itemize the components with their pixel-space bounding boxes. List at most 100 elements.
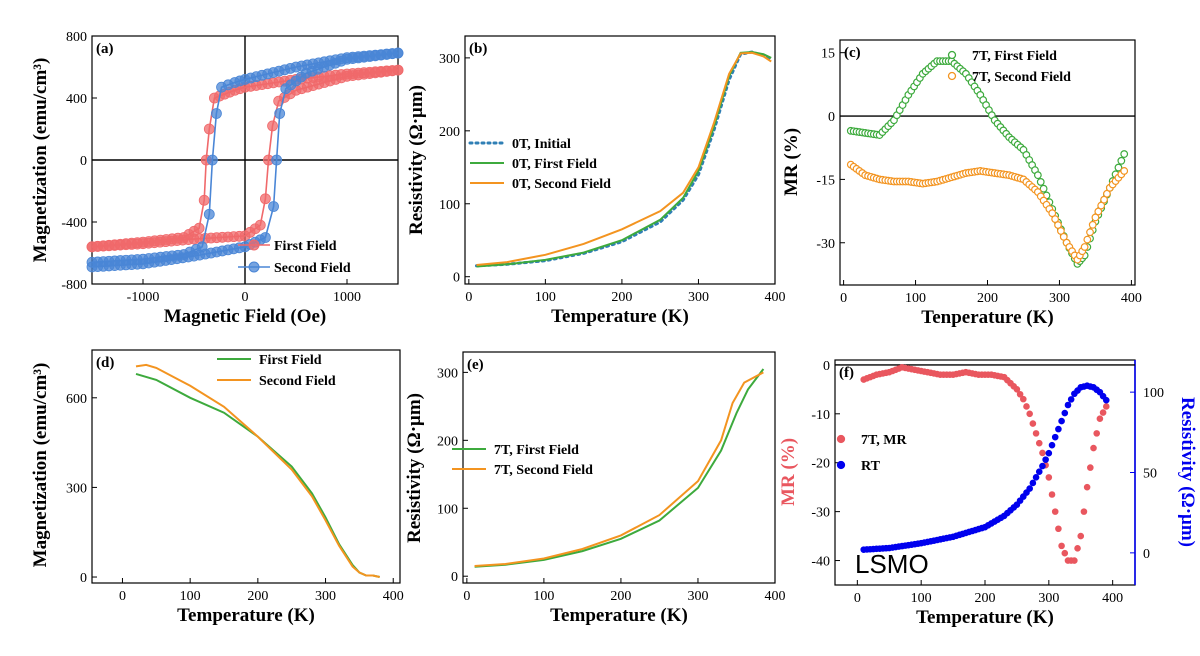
y-tick-label: 300 (66, 481, 87, 496)
x-tick-label: 0 (840, 291, 847, 306)
series-0t-second-field (476, 51, 772, 266)
data-point (1035, 439, 1043, 447)
data-point (1029, 420, 1037, 427)
y-tick-label: 200 (439, 125, 460, 140)
x-tick-label: 200 (247, 589, 268, 604)
data-point (1093, 430, 1101, 437)
data-point (1120, 167, 1129, 175)
data-point (271, 154, 283, 166)
y-tick-label: 300 (437, 366, 458, 381)
legend-label: 0T, Initial (512, 137, 571, 152)
legend-label: 0T, First Field (512, 157, 597, 172)
y-tick-label: 300 (439, 52, 460, 67)
data-point (1061, 549, 1069, 557)
y-axis-label: Magnetization (emu/cm³) (30, 58, 51, 263)
series-7t-first-field (474, 368, 765, 568)
x-tick-label: 100 (911, 591, 932, 606)
data-point (1086, 228, 1094, 237)
y-tick-label: 15 (821, 47, 835, 62)
data-point (1088, 220, 1097, 229)
data-point (1055, 425, 1062, 433)
series-7t-second-field (474, 371, 764, 567)
series-line (135, 363, 380, 578)
x-tick-label: 0 (854, 591, 861, 606)
data-point (1055, 525, 1062, 533)
y-tick-label: 0 (80, 571, 87, 586)
data-point (1036, 178, 1045, 186)
data-point (1039, 184, 1048, 193)
y-tick-label: 0 (828, 110, 835, 125)
data-point (206, 154, 218, 166)
panel-tag: (b) (469, 41, 487, 57)
data-point (1067, 396, 1075, 403)
legend-entry: 0T, First Field (470, 157, 597, 172)
y-axis-label: Magnetization (emu/cm³) (30, 363, 51, 568)
data-point (198, 194, 210, 206)
y-tick-label: 100 (439, 198, 460, 213)
legend-entry: RT (836, 459, 881, 474)
y2-axis-label: Resistivity (Ω·μm) (1177, 397, 1198, 547)
data-point (1074, 545, 1081, 552)
data-point (1051, 433, 1059, 441)
data-point (1023, 403, 1030, 410)
x-axis-label: Magnetic Field (Oe) (164, 306, 327, 327)
y-tick-label: 100 (437, 502, 458, 517)
panel-tag: (c) (844, 45, 861, 61)
data-point (1061, 409, 1069, 417)
series-second-field (135, 363, 380, 578)
data-point (1048, 441, 1056, 449)
legend-entry: 7T, Second Field (947, 70, 1071, 85)
data-point (1048, 491, 1056, 498)
x-tick-label: 100 (905, 291, 926, 306)
series-first-field (135, 372, 380, 578)
x-tick-label: 200 (610, 589, 631, 604)
data-point (1077, 532, 1085, 540)
y-tick-label: 200 (437, 434, 458, 449)
data-point (1045, 474, 1053, 481)
y-tick-label: 800 (66, 30, 87, 45)
x-tick-label: 400 (1102, 591, 1123, 606)
x-tick-label: 200 (611, 290, 632, 305)
y2-tick-label: 100 (1143, 386, 1164, 401)
y-tick-label: -30 (816, 237, 835, 252)
y-axis-label: Resistivity (Ω·μm) (406, 85, 427, 235)
x-axis-label: Temperature (K) (550, 605, 688, 626)
data-point (1032, 430, 1040, 437)
x-tick-label: 400 (765, 589, 786, 604)
sample-annotation: LSMO (855, 549, 929, 579)
panel-a: -1000 0 1000 -800 -400 0 400 800 Magnetic Field … (30, 30, 404, 327)
legend-entry: 7T, MR (836, 433, 908, 448)
legend-entry: First Field (238, 239, 337, 254)
data-point (1064, 401, 1072, 409)
data-layer (475, 50, 773, 268)
legend-entry: 7T, First Field (452, 443, 579, 458)
data-point (1029, 479, 1037, 487)
legend-entry: Second Field (217, 374, 336, 389)
x-tick-label: 0 (242, 290, 249, 305)
panel-tag: (d) (96, 355, 114, 371)
x-axis-label: Temperature (K) (916, 607, 1054, 628)
legend-label: 7T, MR (861, 433, 908, 448)
y-tick-label: -15 (816, 173, 835, 188)
legend-entry: Second Field (238, 261, 351, 276)
y2-tick-label: 50 (1143, 467, 1157, 482)
data-point (254, 219, 266, 231)
legend-label: RT (861, 459, 881, 474)
y-axis-label: MR (%) (781, 128, 802, 196)
data-point (193, 222, 205, 234)
data-point (1117, 156, 1126, 165)
x-tick-label: 100 (533, 589, 554, 604)
legend-label: 7T, First Field (972, 49, 1057, 64)
x-tick-label: -1000 (127, 290, 160, 305)
y-axis-label: MR (%) (778, 438, 799, 506)
x-tick-label: 400 (765, 290, 786, 305)
data-point (1080, 243, 1089, 251)
panel-c: 0 100 200 300 400 -30 -15 0 15 Tenperature (K) MR … (781, 39, 1142, 328)
y-tick-label: -800 (61, 278, 87, 293)
x-tick-label: 100 (180, 589, 201, 604)
legend-label: 7T, Second Field (494, 463, 593, 478)
data-point (203, 123, 215, 135)
panel-tag: (f) (839, 365, 854, 381)
data-point (268, 201, 279, 212)
